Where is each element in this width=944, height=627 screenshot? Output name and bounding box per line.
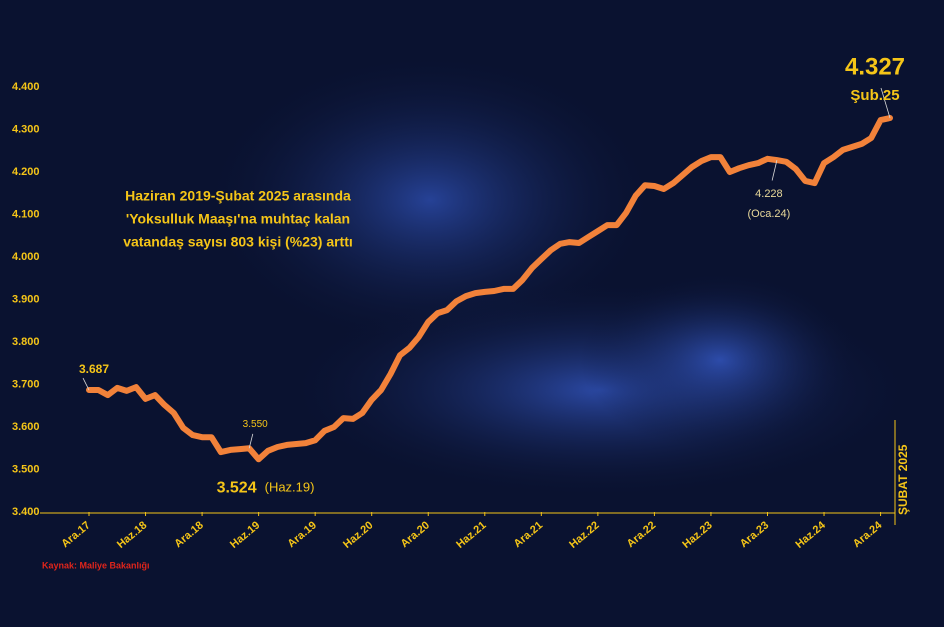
leader-line [82,377,90,391]
y-tick-label: 4.200 [12,166,40,178]
value-label: 4.228 [755,188,783,200]
y-tick-label: 3.400 [12,506,40,518]
y-tick-label: 3.700 [12,378,40,390]
leader-line [771,160,778,181]
value-label: 3.687 [79,362,109,376]
y-tick-label: 3.600 [12,421,40,433]
point-note: (Haz.19) [265,480,315,495]
value-label: 3.524 [217,480,257,497]
y-tick-label: 4.100 [12,208,40,220]
y-tick-label: 3.800 [12,336,40,348]
leader-line [248,433,254,449]
y-tick-label: 4.300 [12,123,40,135]
side-label: ŞUBAT 2025 [896,444,910,515]
hand-shape [580,270,860,450]
leader-line [880,87,891,119]
data-line [86,115,893,463]
y-tick-label: 3.900 [12,293,40,305]
title-block: Haziran 2019-Şubat 2025 arasında 'Yoksul… [123,188,353,250]
y-tick-label: 4.400 [12,81,40,93]
title-line: vatandaş sayısı 803 kişi (%23) arttı [123,234,353,250]
point-note: (Oca.24) [748,208,791,220]
title-line: 'Yoksulluk Maaşı'na muhtaç kalan [126,211,350,227]
source: Kaynak: Maliye Bakanlığı [42,560,150,570]
point-note: Şub.25 [850,87,899,104]
value-label: 3.550 [243,419,268,430]
hand-shape [200,50,660,350]
y-tick-label: 4.000 [12,251,40,263]
title-line: Haziran 2019-Şubat 2025 arasında [125,188,351,204]
y-tick-label: 3.500 [12,463,40,475]
value-label: 4.327 [845,53,905,80]
